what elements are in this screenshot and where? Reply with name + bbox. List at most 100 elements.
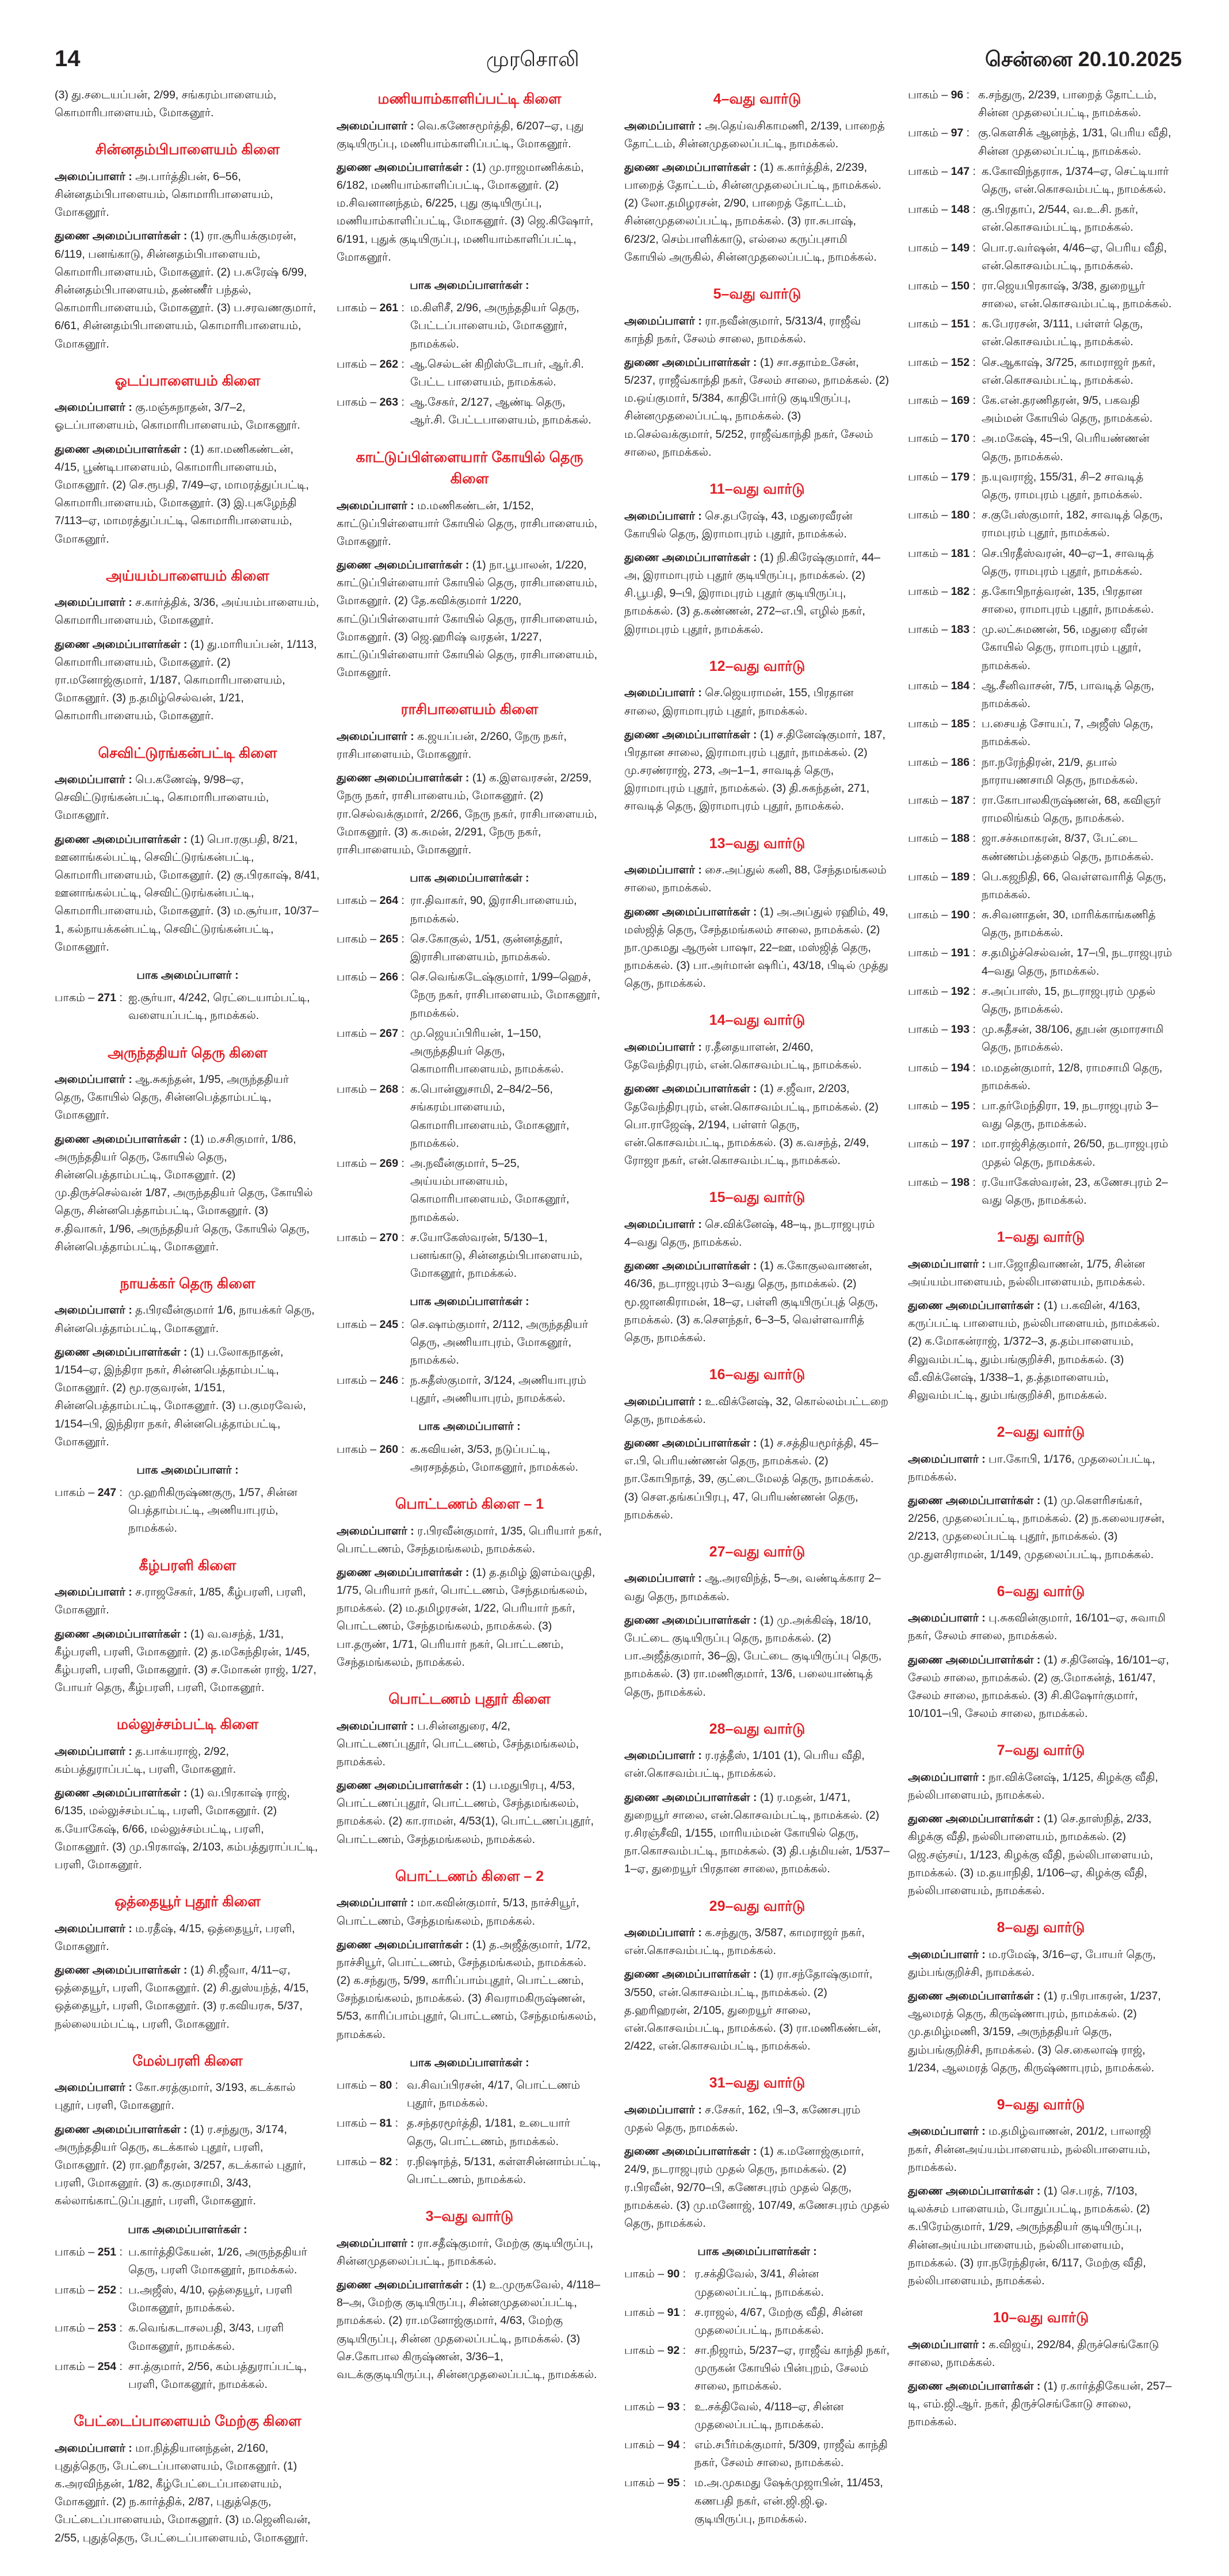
deputy-organizers-entry: துணை அமைப்பாளர்கள் : (1) ச.ஜீவா, 2/203, … [624,1080,890,1170]
organizer-label: அமைப்பாளர் : [55,170,132,183]
deputies-label: துணை அமைப்பாளர்கள் : [908,1494,1041,1507]
deputy-organizers-entry: துணை அமைப்பாளர்கள் : (1) வ.வசந்த், 1/31,… [55,1625,320,1697]
deputies-label: துணை அமைப்பாளர்கள் : [337,559,470,572]
part-number-value: 252 [97,2284,117,2297]
deputy-organizers-entry: துணை அமைப்பாளர்கள் : (1) ச.சத்தியமூர்த்த… [624,1434,890,1524]
part-organizer-row: பாகம் – 96 : க.சந்துரு, 2/239, பாறைத் தோட… [908,86,1174,122]
section-heading: பொட்டணம் கிளை – 2 [395,1868,544,1884]
part-number-value: 246 [379,1374,399,1387]
part-label: பாகம் – [55,1486,95,1499]
part-number: பாகம் – 269 : [337,1157,404,1170]
section-heading: கீழ்பரளி கிளை [139,1557,236,1574]
entry-text: செ.ஜெயராமன், 155, பிரதான சாலை, இராமாபுரம… [624,686,854,718]
entry-text: (1) ப.லோகநாதன், 1/154–ஏ, இந்திரா நகர், ச… [55,1345,306,1448]
organizer-entry: அமைப்பாளர் : அ.பார்த்திபன், 6–56, சின்னத… [55,168,320,222]
part-number: பாகம் – 267 : [337,1026,404,1040]
part-organizer-text: எம்.சபீர்மக்குமார், 5/309, ராஜீவ் காந்தி… [694,2438,888,2470]
organizer-entry: அமைப்பாளர் : ர.ரத்தீஸ், 1/101 (1), பெரிய… [624,1747,890,1783]
organizer-label: அமைப்பாளர் : [624,864,702,877]
part-number-value: 254 [97,2360,117,2373]
section-heading: 28–வது வார்டு [709,1720,806,1737]
organizer-entry: அமைப்பாளர் : அ.தெய்வசிகாமணி, 2/139, பாறை… [624,117,890,153]
entry-text: (1) ச.தினேஷ்குமார், 187, பிரதான சாலை, இர… [624,728,886,813]
part-label: பாகம் – [908,547,948,560]
part-label: பாகம் – [337,971,377,984]
entry-text: வெ.கணேசமூர்த்தி, 6/207–ஏ, புது குடியிருப… [337,119,584,150]
section-heading: 16–வது வார்டு [709,1367,806,1383]
organizer-label: அமைப்பாளர் : [55,2081,132,2094]
part-organizer-row: பாகம் – 151 : க.பேரரசன், 3/111, பள்ளர் தெ… [908,315,1174,351]
organizer-label: அமைப்பாளர் : [908,2125,986,2138]
part-organizer-text: ச.தமிழ்ச்செல்வன், 17–பி, நடராஜபுரம் 4–வத… [981,947,1173,978]
organizer-label: அமைப்பாளர் : [337,1524,414,1537]
part-number-value: 197 [951,1138,970,1151]
part-number: பாகம் – 180 : [908,509,976,522]
part-number-value: 261 [379,302,399,315]
part-number: பாகம் – 95 : [624,2476,686,2490]
deputy-organizers-entry: துணை அமைப்பாளர்கள் : (1) செ.தாஸ்நித், 2/… [908,1810,1174,1900]
entry-text: (1) க.கோகுலவாணன், 46/36, நடராஜபுரம் 3–வத… [624,1260,879,1344]
entry-text: (1) ச.சத்தியமூர்த்தி, 45–எ.பி, பெரியண்ணன… [624,1436,879,1521]
deputy-organizers-entry: துணை அமைப்பாளர்கள் : (1) வ.பிரகாஷ் ராஜ்,… [55,1784,320,1874]
part-label: பாகம் – [908,755,948,769]
part-number: பாகம் – 91 : [624,2306,686,2319]
deputies-label: துணை அமைப்பாளர்கள் : [337,772,470,785]
subsection-label: பாக அமைப்பாளர்கள் : [410,279,529,292]
part-organizer-text: ம.மதன்குமார், 12/8, ராமசாமி தெரு, நாமக்க… [981,1061,1163,1092]
part-number: பாகம் – 195 : [908,1099,976,1112]
part-organizer-text: மு.ஹரிகிருஷ்ணகுரு, 1/57, சின்ன பெத்தாம்ப… [128,1486,297,1535]
part-label: பாகம் – [908,279,948,292]
part-label: பாகம் – [908,623,948,636]
part-organizer-row: பாகம் – 194 : ம.மதன்குமார், 12/8, ராமசாமி… [908,1059,1174,1095]
organizer-entry: அமைப்பாளர் : பு.சுகவின்குமார், 16/101–ஏ,… [908,1609,1174,1645]
part-number: பாகம் – 170 : [908,432,976,445]
part-organizer-text: சா.நிஜாம், 5/237–ஏ, ராஜீவ் காந்தி நகர், … [694,2344,890,2393]
part-number: பாகம் – 183 : [908,623,976,636]
part-number-value: 245 [379,1318,399,1331]
part-organizer-text: ந.சுதீஸ்குமார், 3/124, அணியாபுரம் புதூர்… [410,1374,586,1405]
part-number-value: 195 [951,1099,970,1112]
part-label: பாகம் – [624,2268,665,2281]
organizer-entry: அமைப்பாளர் : செ.ஜெயராமன், 155, பிரதான சா… [624,684,890,720]
part-organizer-text: த.கோபிநாத்வரன், 135, பிரதான சாலை, ராமாபு… [981,585,1154,616]
part-organizer-row: பாகம் – 82 : ர.நிஷாந்த், 5/131, கள்ளசின்ன… [337,2153,602,2189]
deputy-organizers-entry: துணை அமைப்பாளர்கள் : (1) நா.பூபாலன், 1/2… [337,556,602,682]
entry-text: (1) செ.பரத், 7/103, டிலக்சம் பாளையம், போ… [908,2185,1150,2287]
section-heading: 1–வது வார்டு [997,1229,1085,1246]
part-organizer-text: ப.அஜீஸ், 4/10, ஒத்தையூர், பரளி மோகனூர், … [128,2284,293,2315]
newspaper-title: முரசொலி [486,47,579,71]
deputies-label: துணை அமைப்பாளர்கள் : [624,728,757,741]
deputies-label: துணை அமைப்பாளர்கள் : [55,1963,188,1976]
part-label: பாகம் – [908,318,948,331]
part-number-value: 181 [951,547,970,560]
deputies-label: துணை அமைப்பாளர்கள் : [55,1627,188,1640]
part-organizer-row: பாகம் – 184 : ஆ.சீனிவாசன், 7/5, பாவடித் த… [908,677,1174,713]
organizer-label: அமைப்பாளர் : [55,1304,132,1317]
entry-text: ப.சின்னதுரை, 4/2, பொட்டணப்புதூர், பொட்டண… [337,1719,579,1768]
part-label: பாகம் – [908,679,948,692]
entry-text: (1) க.கார்த்திக், 2/239, பாறைத் தோட்டம்,… [624,161,881,264]
organizer-label: அமைப்பாளர் : [337,1719,414,1732]
entry-text: (1) நி.கிரேஷ்குமார், 44–அ, இராமாபுரம் பு… [624,551,880,636]
part-organizer-text: வ.சிவப்பிரசன், 4/17, பொட்டணம் புதூர், நா… [407,2079,581,2110]
entry-text: (1) பொ.ரகுபதி, 8/21, ஊனாங்கல்பட்டி, செவி… [55,833,320,953]
organizer-entry: அமைப்பாளர் : செ.விக்னேஷ், 48–டி, நடராஜபு… [624,1216,890,1251]
paragraph: (3) து.சடையப்பன், 2/99, சங்கரம்பாளையம், … [55,89,277,120]
part-organizer-text: க.பேரரசன், 3/111, பள்ளர் தெரு, என்.கொசவம… [981,318,1143,349]
part-label: பாகம் – [908,356,948,369]
section-heading: 14–வது வார்டு [709,1012,806,1029]
part-number: பாகம் – 90 : [624,2268,686,2281]
part-label: பாகம் – [908,127,948,140]
section-heading: அருந்ததியர் தெரு கிளை [108,1044,268,1061]
part-number-value: 182 [951,585,970,598]
organizer-entry: அமைப்பாளர் : நா.விக்னேஷ், 1/125, கிழக்கு… [908,1769,1174,1804]
organizer-entry: அமைப்பாளர் : சை.அப்துல் கனி, 88, சேந்தமங… [624,861,890,897]
part-organizer-row: பாகம் – 252 : ப.அஜீஸ், 4/10, ஒத்தையூர், ப… [55,2281,320,2317]
part-organizer-text: ரா.ஜெயபிரகாஷ், 3/38, துறையூர் சாலை, என்.… [981,279,1172,311]
organizer-label: அமைப்பாளர் : [624,509,702,522]
part-organizer-text: கே.என்.தரணிதரன், 9/5, பகவதி அம்மன் கோயில… [981,394,1153,425]
entry-text: ஆ.சுகந்தன், 1/95, அருந்ததியர் தெரு, கோயி… [55,1073,289,1122]
deputy-organizers-entry: துணை அமைப்பாளர்கள் : (1) மு.அக்கிஷ், 18/… [624,1612,890,1701]
part-number: பாகம் – 186 : [908,755,976,769]
part-label: பாகம் – [55,991,95,1005]
